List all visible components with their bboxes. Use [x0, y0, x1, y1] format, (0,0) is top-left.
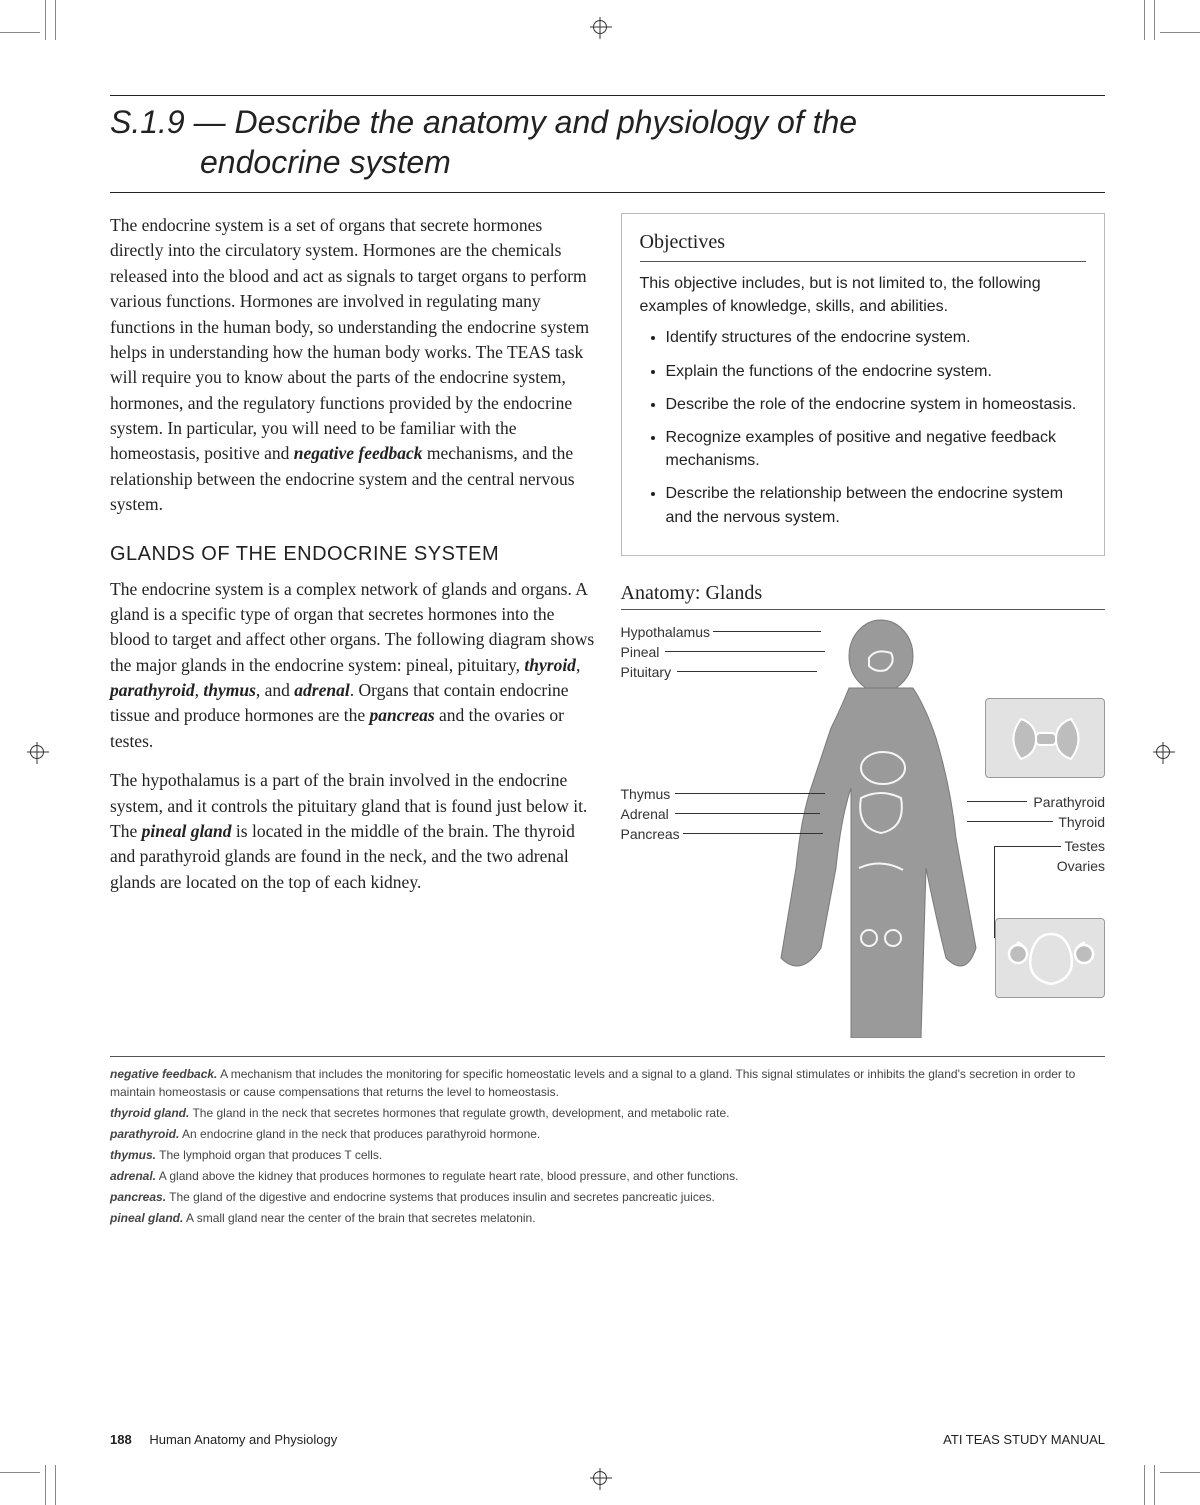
anatomy-figure: Hypothalamus Pineal Pituitary Thymus Adr…	[621, 618, 1106, 1038]
inset-ovaries	[995, 918, 1105, 998]
human-silhouette-icon	[741, 618, 1001, 1038]
label-thymus: Thymus	[621, 786, 671, 802]
label-adrenal: Adrenal	[621, 806, 669, 822]
crop-mark	[45, 0, 46, 40]
leader-line	[994, 846, 995, 938]
definition: thymus. The lymphoid organ that produces…	[110, 1146, 1105, 1164]
crop-mark	[55, 0, 56, 40]
objective-item: Recognize examples of positive and negat…	[666, 426, 1087, 472]
leader-line	[665, 651, 825, 652]
section-heading: GLANDS OF THE ENDOCRINE SYSTEM	[110, 540, 595, 569]
page-title: S.1.9 — Describe the anatomy and physiol…	[110, 95, 1105, 193]
glands-paragraph-1: The endocrine system is a complex networ…	[110, 577, 595, 755]
page-footer: 188 Human Anatomy and Physiology ATI TEA…	[110, 1432, 1105, 1447]
label-pancreas: Pancreas	[621, 826, 680, 842]
crop-mark	[0, 32, 40, 33]
registration-mark-icon	[30, 745, 44, 759]
objectives-box: Objectives This objective includes, but …	[621, 213, 1106, 556]
objective-item: Describe the role of the endocrine syste…	[666, 393, 1087, 416]
definition: adrenal. A gland above the kidney that p…	[110, 1167, 1105, 1185]
crop-mark	[55, 1465, 56, 1505]
definition: negative feedback. A mechanism that incl…	[110, 1065, 1105, 1101]
glands-paragraph-2: The hypothalamus is a part of the brain …	[110, 768, 595, 895]
leader-line	[995, 846, 1061, 847]
objective-item: Identify structures of the endocrine sys…	[666, 326, 1087, 349]
crop-mark	[0, 1472, 40, 1473]
registration-mark-icon	[593, 1471, 607, 1485]
label-ovaries: Ovaries	[1057, 858, 1105, 874]
label-hypothalamus: Hypothalamus	[621, 624, 711, 640]
label-pituitary: Pituitary	[621, 664, 672, 680]
crop-mark	[1154, 1465, 1155, 1505]
leader-line	[677, 671, 817, 672]
objective-item: Describe the relationship between the en…	[666, 482, 1087, 528]
definition: pineal gland. A small gland near the cen…	[110, 1209, 1105, 1227]
objectives-lead: This objective includes, but is not limi…	[640, 272, 1087, 318]
objectives-heading: Objectives	[640, 228, 1087, 262]
registration-mark-icon	[593, 20, 607, 34]
registration-mark-icon	[1156, 745, 1170, 759]
crop-mark	[1144, 1465, 1145, 1505]
objective-item: Explain the functions of the endocrine s…	[666, 360, 1087, 383]
crop-mark	[1154, 0, 1155, 40]
two-column-layout: The endocrine system is a set of organs …	[110, 213, 1105, 1038]
definitions-block: negative feedback. A mechanism that incl…	[110, 1056, 1105, 1227]
crop-mark	[45, 1465, 46, 1505]
inset-thyroid	[985, 698, 1105, 778]
page: S.1.9 — Describe the anatomy and physiol…	[0, 0, 1200, 1505]
chapter-name: Human Anatomy and Physiology	[149, 1432, 337, 1447]
leader-line	[683, 833, 823, 834]
label-pineal: Pineal	[621, 644, 660, 660]
definition: parathyroid. An endocrine gland in the n…	[110, 1125, 1105, 1143]
crop-mark	[1144, 0, 1145, 40]
leader-line	[675, 813, 820, 814]
leader-line	[967, 801, 1027, 802]
title-line-2: endocrine system	[110, 142, 1105, 182]
label-thyroid: Thyroid	[1058, 814, 1105, 830]
footer-left: 188 Human Anatomy and Physiology	[110, 1432, 337, 1447]
page-number: 188	[110, 1432, 132, 1447]
right-column: Objectives This objective includes, but …	[621, 213, 1106, 1038]
book-title: ATI TEAS STUDY MANUAL	[943, 1432, 1105, 1447]
crop-mark	[1160, 1472, 1200, 1473]
label-testes: Testes	[1065, 838, 1105, 854]
leader-line	[967, 821, 1053, 822]
intro-paragraph: The endocrine system is a set of organs …	[110, 213, 595, 518]
leader-line	[675, 793, 825, 794]
objectives-list: Identify structures of the endocrine sys…	[640, 326, 1087, 528]
definition: thyroid gland. The gland in the neck tha…	[110, 1104, 1105, 1122]
left-column: The endocrine system is a set of organs …	[110, 213, 595, 1038]
title-line-1: S.1.9 — Describe the anatomy and physiol…	[110, 104, 857, 140]
definition: pancreas. The gland of the digestive and…	[110, 1188, 1105, 1206]
label-parathyroid: Parathyroid	[1033, 794, 1105, 810]
figure-title: Anatomy: Glands	[621, 582, 1106, 610]
leader-line	[713, 631, 821, 632]
crop-mark	[1160, 32, 1200, 33]
